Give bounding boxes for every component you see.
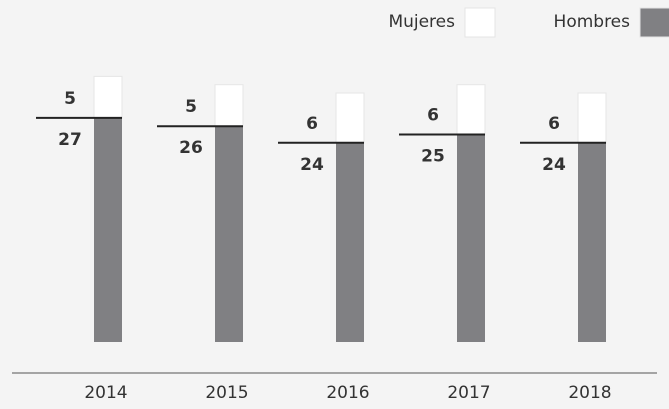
value-label: 24: [542, 155, 566, 175]
legend-label: Mujeres: [388, 12, 455, 32]
legend-swatch: [464, 7, 496, 38]
bar-segment: [215, 126, 243, 342]
legend-swatch: [639, 7, 669, 38]
x-tick-label: 2014: [84, 383, 127, 403]
bar-segment: [335, 92, 365, 144]
x-tick-label: 2018: [568, 383, 611, 403]
bar-segment: [578, 142, 606, 342]
bar-segment: [214, 84, 244, 127]
value-label: 26: [179, 138, 203, 158]
value-label: 6: [427, 106, 439, 126]
x-tick-label: 2017: [447, 383, 490, 403]
x-tick-label: 2015: [205, 383, 248, 403]
value-label: 6: [548, 114, 560, 134]
bar-segment: [336, 142, 364, 342]
bar-segment: [94, 117, 122, 343]
value-label: 6: [306, 114, 318, 134]
bar-segment: [457, 134, 485, 342]
value-label: 5: [64, 89, 76, 109]
bar-segment: [93, 75, 123, 119]
legend-label: Hombres: [554, 12, 631, 32]
x-tick-label: 2016: [326, 383, 369, 403]
bar-segment: [577, 92, 607, 144]
value-label: 24: [300, 155, 324, 175]
value-label: 5: [185, 97, 197, 117]
value-label: 27: [58, 130, 82, 150]
value-label: 25: [421, 147, 445, 167]
bar-segment: [456, 84, 486, 135]
